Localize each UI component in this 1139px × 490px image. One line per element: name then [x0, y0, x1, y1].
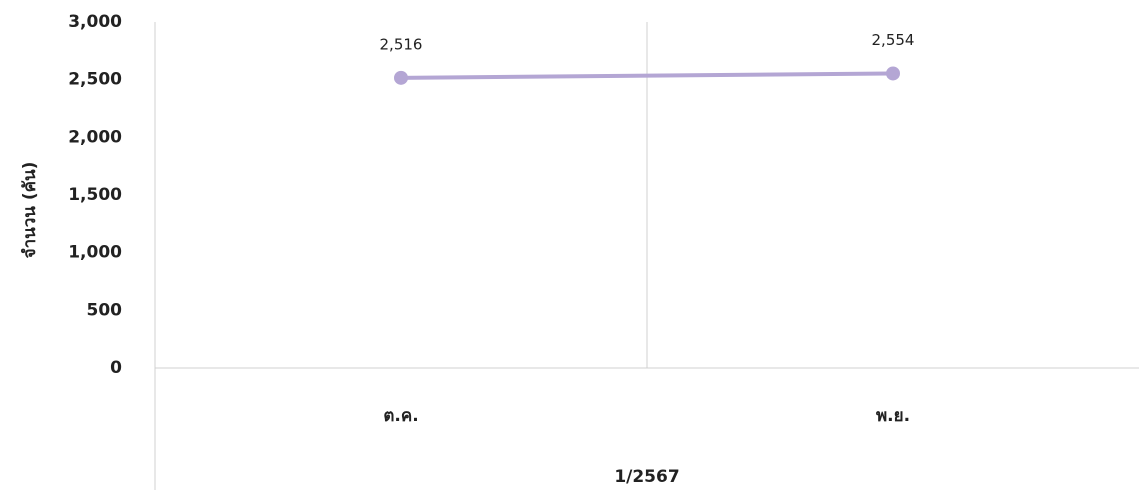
y-tick-label: 500: [87, 300, 123, 320]
data-point: [886, 66, 900, 81]
y-tick-label: 2,000: [68, 127, 122, 147]
data-label: 2,516: [380, 35, 423, 53]
category-group-label: 1/2567: [614, 467, 679, 487]
y-tick-label: 1,500: [68, 185, 122, 205]
y-axis-title: จำนวน (คัน): [20, 162, 40, 259]
data-point: [394, 70, 408, 85]
y-tick-label: 1,000: [68, 243, 122, 263]
data-label: 2,554: [872, 31, 915, 49]
series-line: [400, 71, 894, 80]
y-tick-label: 2,500: [68, 70, 122, 90]
x-tick-label: ต.ค.: [383, 406, 418, 426]
x-tick-label: พ.ย.: [876, 406, 910, 426]
y-tick-label: 0: [110, 358, 122, 378]
y-tick-label: 3,000: [68, 12, 122, 32]
